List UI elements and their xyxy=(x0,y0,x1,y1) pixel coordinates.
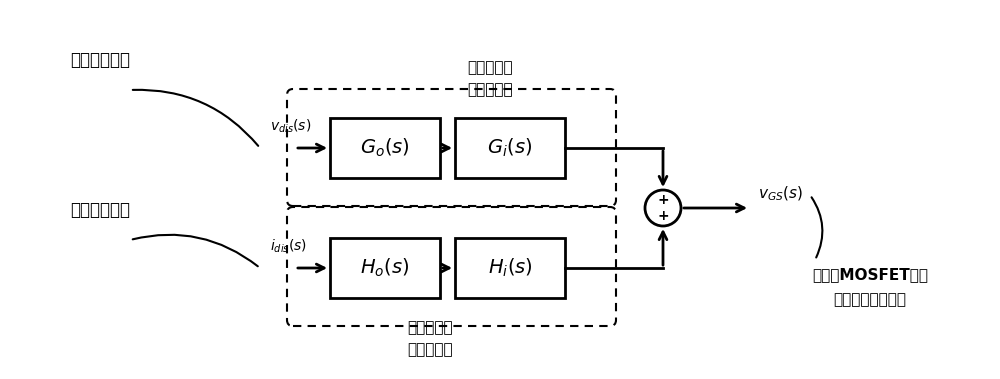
Text: 脉冲电压干: 脉冲电压干 xyxy=(467,60,513,75)
Text: $G_o(s)$: $G_o(s)$ xyxy=(360,137,410,159)
Text: 电压的综合干扰电: 电压的综合干扰电 xyxy=(834,293,906,307)
Text: 脉冲电流干扰: 脉冲电流干扰 xyxy=(70,201,130,219)
Text: $G_i(s)$: $G_i(s)$ xyxy=(487,137,533,159)
Text: +: + xyxy=(657,209,669,223)
Text: 脉冲电压干扰: 脉冲电压干扰 xyxy=(70,51,130,69)
Circle shape xyxy=(645,190,681,226)
Text: $v_{dis}(s)$: $v_{dis}(s)$ xyxy=(270,117,311,135)
Text: 传导至MOSFET栅源: 传导至MOSFET栅源 xyxy=(812,268,928,282)
Text: 扰传导路径: 扰传导路径 xyxy=(467,82,513,97)
Text: $H_o(s)$: $H_o(s)$ xyxy=(360,257,410,279)
Bar xyxy=(330,118,440,178)
Text: $H_i(s)$: $H_i(s)$ xyxy=(488,257,532,279)
Text: $v_{GS}(s)$: $v_{GS}(s)$ xyxy=(758,185,803,203)
Bar xyxy=(330,238,440,298)
Bar xyxy=(455,118,565,178)
Bar xyxy=(455,238,565,298)
Text: 扰传导路径: 扰传导路径 xyxy=(407,342,453,357)
Text: 脉冲电流干: 脉冲电流干 xyxy=(407,320,453,335)
Text: +: + xyxy=(657,193,669,207)
Text: $i_{dis}(s)$: $i_{dis}(s)$ xyxy=(270,238,307,255)
